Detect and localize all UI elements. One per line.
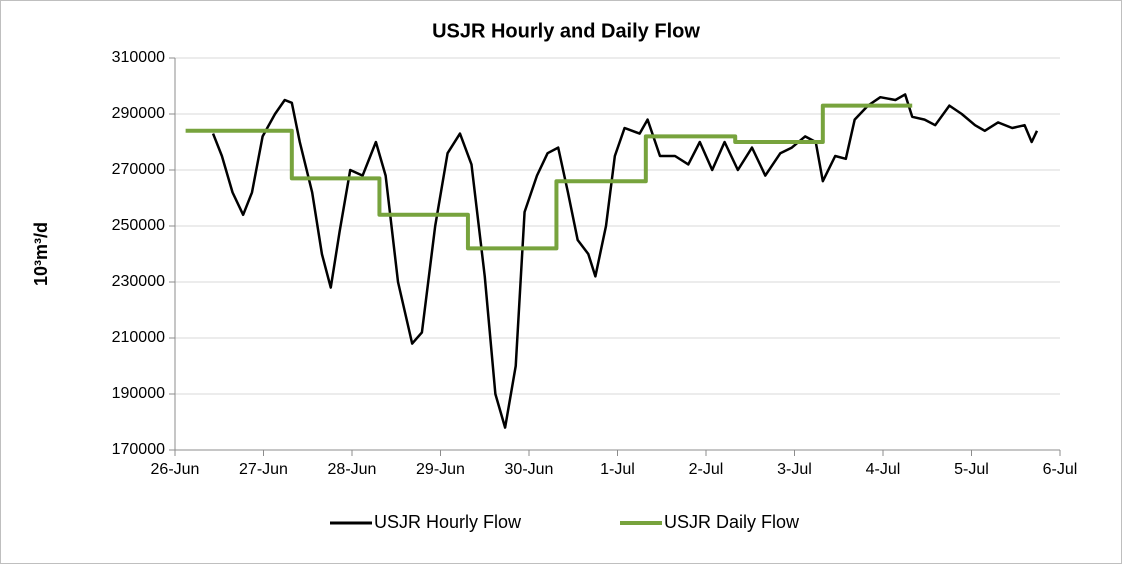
legend-label: USJR Hourly Flow — [374, 512, 522, 532]
x-tick-label: 29-Jun — [416, 461, 465, 478]
y-tick-label: 310000 — [112, 49, 165, 66]
legend-label: USJR Daily Flow — [664, 512, 800, 532]
x-tick-label: 27-Jun — [239, 461, 288, 478]
y-tick-label: 210000 — [112, 329, 165, 346]
x-tick-label: 30-Jun — [505, 461, 554, 478]
x-tick-label: 26-Jun — [151, 461, 200, 478]
x-tick-label: 5-Jul — [954, 461, 989, 478]
x-tick-label: 3-Jul — [777, 461, 812, 478]
y-tick-label: 250000 — [112, 217, 165, 234]
y-tick-label: 170000 — [112, 441, 165, 458]
x-tick-label: 1-Jul — [600, 461, 635, 478]
x-tick-label: 6-Jul — [1043, 461, 1078, 478]
y-tick-label: 190000 — [112, 385, 165, 402]
x-tick-label: 4-Jul — [866, 461, 901, 478]
y-tick-label: 270000 — [112, 161, 165, 178]
series-line — [211, 93, 1039, 429]
y-tick-label: 290000 — [112, 105, 165, 122]
y-tick-label: 230000 — [112, 273, 165, 290]
x-tick-label: 28-Jun — [328, 461, 377, 478]
series-line — [185, 103, 913, 251]
y-axis-label: 10³m³/d — [31, 222, 51, 286]
x-tick-label: 2-Jul — [689, 461, 724, 478]
chart-title: USJR Hourly and Daily Flow — [432, 20, 700, 42]
